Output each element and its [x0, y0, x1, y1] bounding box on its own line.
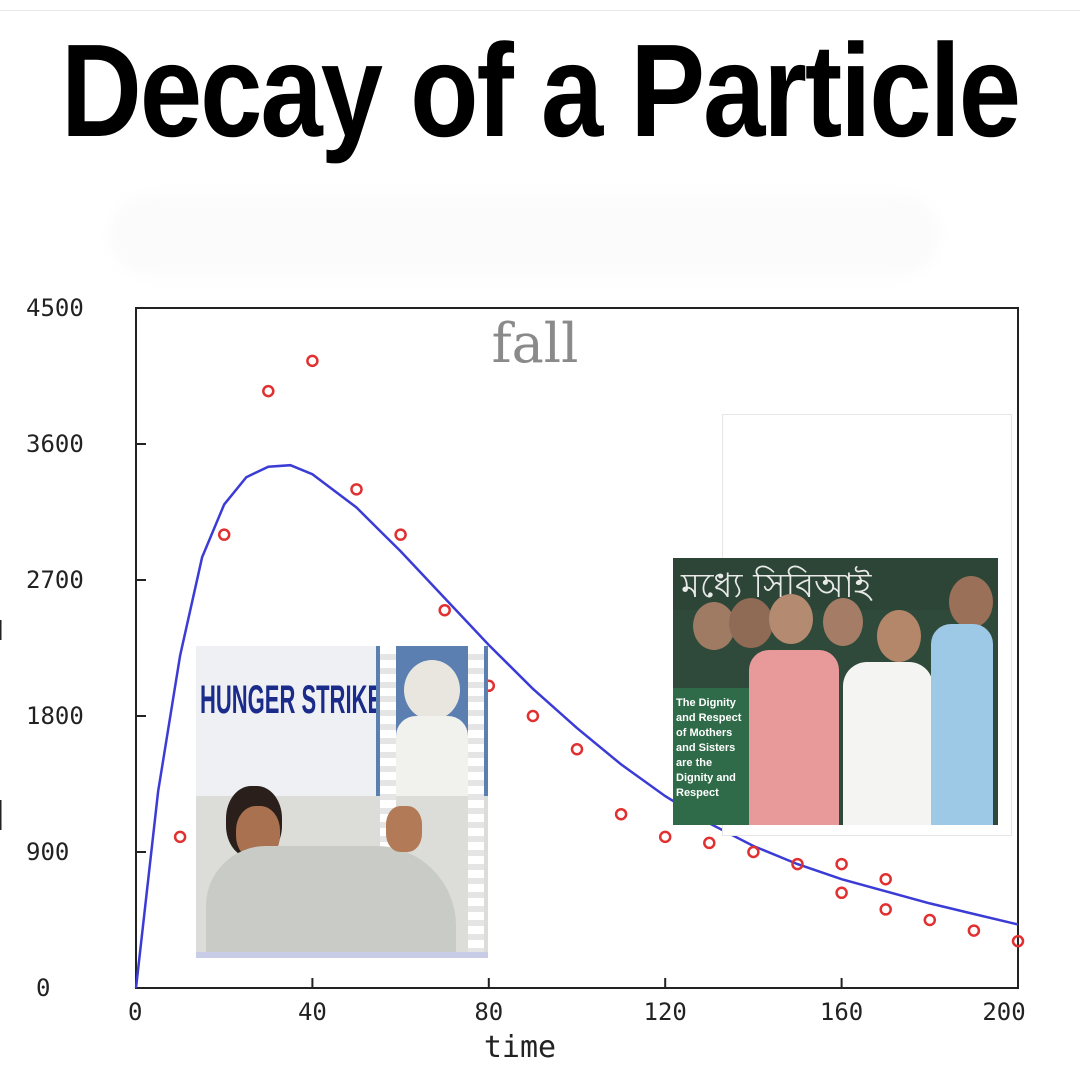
data-point — [923, 913, 937, 927]
placard-line: and Sisters — [676, 742, 736, 754]
x-axis-label: time — [484, 1030, 556, 1065]
placard-line: Dignity and — [676, 772, 736, 784]
placard-line: Respect — [676, 787, 719, 799]
blue-dress — [931, 624, 993, 825]
x-tick-label: 80 — [474, 998, 503, 1026]
y-tick-label: 2700 — [26, 566, 84, 594]
blurred-smudge — [110, 195, 940, 275]
placard-text: The Dignity and Respect of Mothers and Sist… — [676, 696, 748, 801]
placard-line: and Respect — [676, 712, 742, 724]
data-point — [306, 354, 319, 368]
data-point — [1011, 934, 1025, 948]
y-tick-label: 3600 — [26, 430, 84, 458]
garland — [468, 646, 484, 958]
placard-line: The Dignity — [676, 697, 736, 709]
x-tick-label: 160 — [820, 998, 863, 1026]
top-divider — [0, 10, 1080, 11]
data-point — [526, 709, 540, 723]
meme-title: Decay of a Particle — [60, 16, 1021, 165]
data-point — [438, 603, 451, 617]
data-point — [835, 886, 848, 900]
placard-line: are the — [676, 757, 713, 769]
data-point — [967, 924, 981, 937]
data-point — [570, 742, 584, 756]
x-tick-labels: 0 40 80 120 160 200 — [128, 978, 1026, 1026]
plot-frame — [135, 307, 1019, 989]
data-point — [703, 836, 716, 850]
x-tick-label: 200 — [982, 998, 1025, 1026]
data-point — [879, 872, 892, 886]
data-point — [173, 830, 187, 844]
data-points — [173, 354, 1025, 948]
data-point — [614, 807, 628, 821]
banner: HUNGER STRIKE — [196, 646, 383, 796]
y-tick-label: 1800 — [26, 702, 84, 730]
annotation-fall: fall — [492, 312, 579, 375]
data-point — [262, 384, 275, 398]
x-tick-label: 120 — [644, 998, 687, 1026]
y-tick-label: 0 — [36, 974, 50, 1002]
white-saree — [843, 662, 933, 825]
placard: The Dignity and Respect of Mothers and Sist… — [673, 688, 749, 825]
y-tick-label: 900 — [26, 838, 69, 866]
x-tick-label: 0 — [128, 998, 142, 1026]
data-point — [879, 903, 892, 916]
data-point — [217, 528, 231, 541]
person-body — [206, 846, 456, 958]
data-point — [394, 528, 407, 541]
y-tick-label: 4500 — [26, 294, 84, 322]
y-tick-labels: 0 900 1800 2700 3600 4500 — [26, 294, 146, 1002]
placard-line: of Mothers — [676, 727, 733, 739]
pink-dress — [749, 650, 839, 825]
data-point — [835, 857, 848, 871]
x-tick-label: 40 — [298, 998, 327, 1026]
data-point — [791, 857, 804, 871]
hunger-strike-photo: HUNGER STRIKE — [196, 646, 488, 958]
protest-group-photo: মধ্যে সিবিআই The Dignity and Respect of Mo… — [673, 558, 998, 825]
data-point — [350, 483, 363, 496]
data-point — [747, 845, 760, 859]
fit-curve — [134, 463, 1019, 989]
data-point — [658, 830, 672, 844]
person-hand — [386, 806, 422, 852]
banner-text: HUNGER STRIKE — [200, 678, 383, 722]
